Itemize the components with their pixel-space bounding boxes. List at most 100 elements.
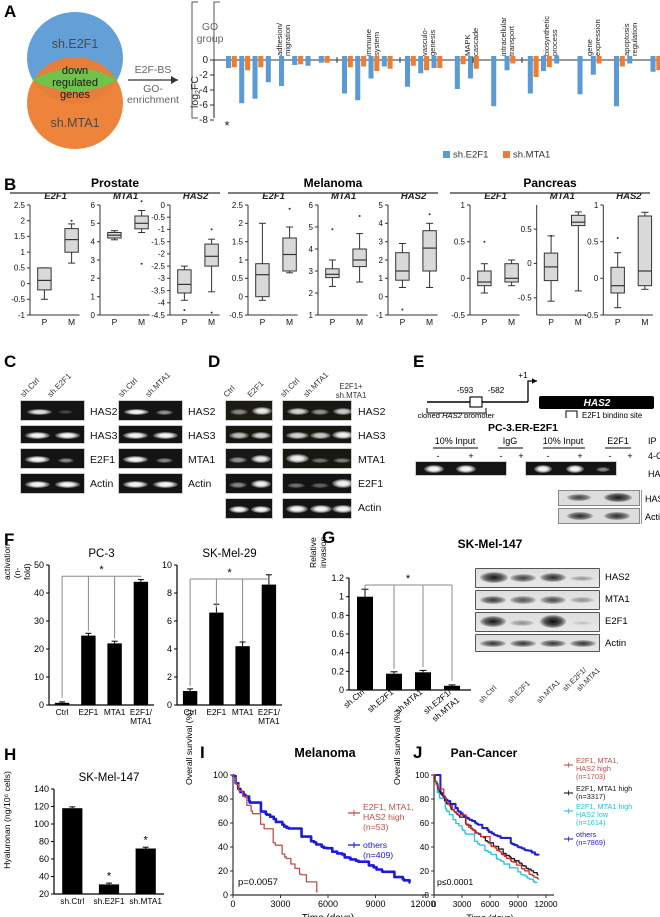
svg-text:1: 1 <box>594 201 599 210</box>
svg-text:enrichment: enrichment <box>127 94 179 106</box>
svg-text:SK-Mel-147: SK-Mel-147 <box>79 772 140 784</box>
svg-text:-593: -593 <box>457 385 474 395</box>
svg-text:IgG: IgG <box>503 436 518 446</box>
svg-text:MTA1: MTA1 <box>104 707 126 717</box>
svg-text:-1.5: -1.5 <box>151 238 165 247</box>
svg-text:MTA1: MTA1 <box>331 191 356 202</box>
svg-text:4: 4 <box>167 644 172 654</box>
svg-text:-0.5: -0.5 <box>229 311 243 320</box>
svg-text:M: M <box>356 317 363 327</box>
svg-text:2: 2 <box>167 672 172 682</box>
svg-text:0: 0 <box>223 890 228 900</box>
svg-text:0: 0 <box>91 311 96 320</box>
svg-text:Melanoma: Melanoma <box>304 176 363 190</box>
svg-text:E2F1: E2F1 <box>78 707 98 717</box>
svg-text:0: 0 <box>432 899 437 909</box>
svg-text:-8: -8 <box>199 115 208 126</box>
svg-text:100: 100 <box>34 819 49 829</box>
svg-text:M: M <box>286 317 293 327</box>
svg-text:HAS2: HAS2 <box>183 191 209 202</box>
svg-text:group: group <box>197 33 224 45</box>
svg-text:MTA1: MTA1 <box>258 716 280 726</box>
svg-text:0: 0 <box>167 700 172 710</box>
svg-text:SK-Mel-29: SK-Mel-29 <box>202 548 256 560</box>
svg-text:40: 40 <box>34 588 44 598</box>
svg-text:-1: -1 <box>18 311 26 320</box>
svg-text:HAS2 high: HAS2 high <box>363 812 405 822</box>
svg-text:3: 3 <box>91 256 96 265</box>
svg-text:-3.5: -3.5 <box>151 286 165 295</box>
svg-text:MTA1: MTA1 <box>550 191 575 202</box>
svg-text:E2F1 binding site: E2F1 binding site <box>582 411 642 418</box>
svg-text:100: 100 <box>213 770 228 780</box>
svg-text:6000: 6000 <box>481 899 500 909</box>
svg-text:M: M <box>575 317 582 327</box>
svg-text:0.5: 0.5 <box>587 238 599 247</box>
svg-text:-0.5: -0.5 <box>585 311 599 320</box>
svg-text:0.5: 0.5 <box>521 225 533 234</box>
svg-text:P: P <box>112 317 118 327</box>
svg-text:3000: 3000 <box>270 899 290 909</box>
svg-text:HAS2: HAS2 <box>648 469 660 479</box>
svg-text:P: P <box>482 317 488 327</box>
svg-text:M: M <box>138 317 145 327</box>
svg-text:others: others <box>363 840 388 850</box>
svg-text:0.4: 0.4 <box>331 648 344 658</box>
svg-text:-4: -4 <box>158 299 166 308</box>
svg-text:-1: -1 <box>376 311 384 320</box>
svg-text:-2: -2 <box>158 250 166 259</box>
svg-text:genes: genes <box>60 89 90 101</box>
svg-text:12000: 12000 <box>534 899 557 909</box>
svg-text:PC-3: PC-3 <box>88 548 114 560</box>
svg-text:10% Input: 10% Input <box>435 436 476 446</box>
svg-text:80: 80 <box>420 794 430 804</box>
svg-text:expression: expression <box>593 19 602 56</box>
svg-text:60: 60 <box>218 818 228 828</box>
svg-text:60: 60 <box>420 818 430 828</box>
svg-text:sh.MTA1: sh.MTA1 <box>50 116 99 130</box>
svg-text:Melanoma: Melanoma <box>294 746 356 760</box>
svg-text:-0.5: -0.5 <box>11 295 25 304</box>
svg-text:2: 2 <box>379 256 384 265</box>
svg-text:1.2: 1.2 <box>331 573 344 583</box>
svg-text:3: 3 <box>379 238 384 247</box>
svg-text:0.6: 0.6 <box>331 629 344 639</box>
svg-text:0.5: 0.5 <box>232 274 244 283</box>
svg-text:1.5: 1.5 <box>14 232 26 241</box>
svg-text:Time (days): Time (days) <box>466 913 513 917</box>
svg-text:-: - <box>500 451 503 461</box>
svg-text:-: - <box>437 451 440 461</box>
svg-text:-0.5: -0.5 <box>151 213 165 222</box>
svg-text:1: 1 <box>339 592 344 602</box>
svg-text:2: 2 <box>309 289 314 298</box>
svg-text:*: * <box>99 564 104 576</box>
svg-text:50: 50 <box>34 560 44 570</box>
svg-text:80: 80 <box>218 794 228 804</box>
svg-text:120: 120 <box>34 802 49 812</box>
svg-text:0: 0 <box>379 293 384 302</box>
svg-text:1: 1 <box>21 248 26 257</box>
svg-text:0.5: 0.5 <box>14 264 26 273</box>
svg-text:-3: -3 <box>158 274 166 283</box>
svg-text:P: P <box>330 317 336 327</box>
svg-text:E2F1: E2F1 <box>607 436 629 446</box>
svg-text:P: P <box>400 317 406 327</box>
svg-text:0: 0 <box>39 700 44 710</box>
svg-text:2: 2 <box>239 219 244 228</box>
svg-text:100: 100 <box>415 770 429 780</box>
svg-text:*: * <box>227 567 232 579</box>
svg-text:2.5: 2.5 <box>14 201 26 210</box>
svg-text:10: 10 <box>162 560 172 570</box>
svg-text:40: 40 <box>39 872 49 882</box>
svg-text:6: 6 <box>309 201 314 210</box>
svg-text:40: 40 <box>218 842 228 852</box>
svg-text:HAS2: HAS2 <box>401 191 427 202</box>
svg-text:-: - <box>609 451 612 461</box>
svg-text:20: 20 <box>39 889 49 899</box>
svg-text:HAS2: HAS2 <box>616 191 642 202</box>
svg-text:-2.5: -2.5 <box>151 262 165 271</box>
svg-text:0.8: 0.8 <box>331 610 344 620</box>
svg-text:E2F-BS: E2F-BS <box>135 64 172 76</box>
svg-text:process: process <box>550 29 559 56</box>
svg-text:3000: 3000 <box>453 899 472 909</box>
